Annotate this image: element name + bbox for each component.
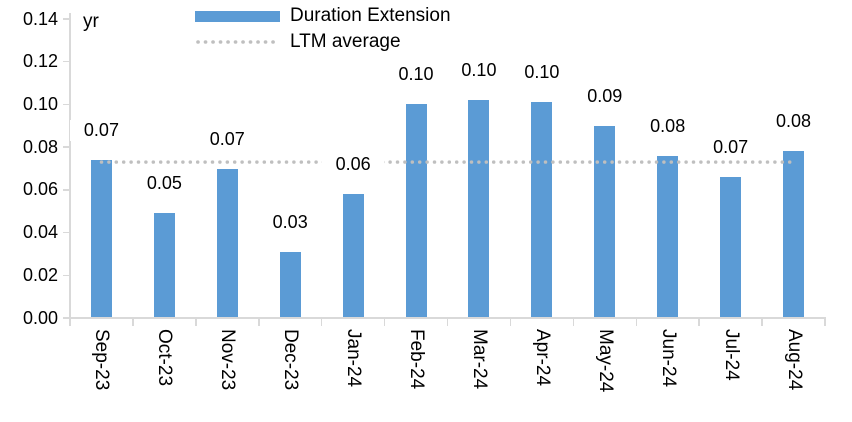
y-axis-line [69,13,71,320]
y-tick-label: 0.04 [22,222,58,243]
y-tick-label: 0.14 [22,8,58,29]
y-tick-label: 0.08 [22,136,58,157]
y-tick-label: 0.06 [22,179,58,200]
y-axis-tick-mark [63,103,70,106]
x-tick-label: Jan-24 [343,329,365,388]
y-tick-label: 0.12 [22,51,58,72]
y-axis-tick-mark [63,146,70,148]
bar[interactable] [720,177,742,318]
bar[interactable] [468,100,490,318]
x-tick-label: Oct-23 [154,329,176,387]
x-axis-tick-mark [761,319,763,326]
x-axis-tick-mark [509,319,512,326]
legend-item-ltm-average[interactable]: LTM average [195,29,451,55]
x-axis-tick-mark [258,319,260,326]
bar-value-label: 0.05 [133,173,196,195]
bar[interactable] [657,155,679,318]
bar[interactable] [342,194,364,318]
bar[interactable] [783,151,805,318]
y-axis-tick-mark [63,274,70,277]
x-tick-label: Nov-23 [217,329,239,391]
bar-value-label: 0.10 [510,62,573,84]
bar-value-label: 0.07 [196,128,259,150]
bar-value-label: 0.09 [573,85,636,107]
x-tick-label: Dec-23 [280,329,302,391]
legend-swatch-wrap [195,38,281,46]
x-axis-tick-mark [320,319,323,326]
x-tick-label: Jul-24 [720,329,742,381]
x-axis-tick-mark [383,319,386,326]
legend-swatch-wrap [195,10,281,22]
y-axis-unit-label: yr [83,11,99,32]
x-axis-line [69,317,826,319]
bar-value-label: 0.08 [636,115,699,137]
legend: Duration Extension LTM average [195,3,451,55]
y-tick-label: 0.00 [22,307,58,328]
bar[interactable] [594,125,616,318]
x-tick-label: Mar-24 [468,329,490,390]
x-axis-tick-mark [69,319,71,326]
legend-item-duration-extension[interactable]: Duration Extension [195,3,451,29]
x-axis-tick-mark [824,319,826,326]
y-axis-tick-mark [63,231,70,234]
x-tick-label: Aug-24 [783,329,805,391]
bar[interactable] [279,251,301,318]
bar-value-label: 0.10 [385,64,448,86]
bar-value-label: 0.08 [762,111,825,133]
y-axis-tick-mark [63,189,70,191]
y-axis-tick-mark [63,60,70,63]
legend-dotted-line-swatch [196,40,280,44]
y-tick-label: 0.02 [22,264,58,285]
legend-bar-swatch [195,10,280,22]
x-axis-tick-mark [635,319,637,326]
x-tick-label: Sep-23 [91,329,113,391]
y-axis-tick-mark [63,18,70,20]
x-tick-label: May-24 [594,329,616,393]
x-axis-tick-mark [132,319,134,326]
legend-label-ltm-average: LTM average [290,31,401,52]
bar-value-label: 0.03 [259,211,322,233]
x-tick-label: Apr-24 [531,329,553,387]
bar-value-label: 0.06 [322,154,385,176]
x-axis-tick-mark [572,319,575,326]
legend-label-duration-extension: Duration Extension [290,5,451,26]
bar-value-label: 0.10 [447,60,510,82]
bar[interactable] [216,168,238,318]
bar[interactable] [531,102,553,318]
bar[interactable] [153,213,175,318]
y-axis-tick-mark [63,317,70,319]
x-axis-tick-mark [446,319,449,326]
x-tick-label: Feb-24 [406,329,428,390]
bar-value-label: 0.07 [70,119,133,141]
bar-value-label: 0.07 [699,137,762,159]
y-tick-label: 0.10 [22,93,58,114]
x-axis-tick-mark [698,319,700,326]
bar[interactable] [405,104,427,318]
x-axis-tick-mark [195,319,197,326]
bar[interactable] [90,159,112,318]
x-tick-label: Jun-24 [657,329,679,388]
